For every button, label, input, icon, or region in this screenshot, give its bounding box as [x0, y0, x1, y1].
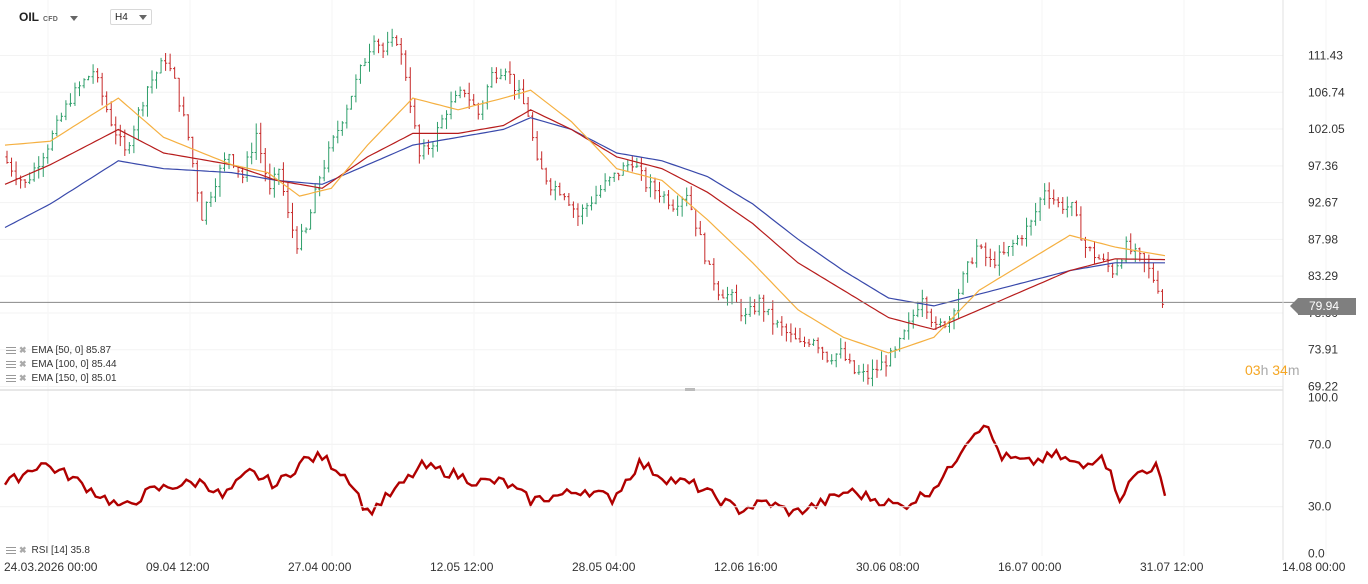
- time-tick-label: 09.04 12:00: [146, 560, 210, 574]
- time-tick-label: 12.05 12:00: [430, 560, 494, 574]
- ema-100-line: [4, 109, 1166, 331]
- countdown-hours: 03: [1245, 362, 1261, 378]
- price-tick-label: 83.29: [1308, 269, 1338, 283]
- rsi-tick-label: 30.0: [1308, 500, 1332, 514]
- price-tick-label: 106.74: [1308, 85, 1345, 99]
- time-tick-label: 30.06 08:00: [856, 560, 920, 574]
- price-tick-label: 87.98: [1308, 232, 1338, 246]
- time-tick-label: 16.07 00:00: [998, 560, 1062, 574]
- ema-150-line: [4, 117, 1165, 307]
- time-axis: 24.03.2026 00:00 09.04 12:00 27.04 00:00 12…: [4, 560, 1346, 574]
- indicator-legend-ema-50: ✖ EMA [50, 0] 85.87: [6, 345, 111, 356]
- ema-150-label: EMA [150, 0] 85.01: [31, 373, 117, 384]
- rsi-tick-label: 70.0: [1308, 437, 1332, 451]
- countdown-hours-unit: h: [1260, 362, 1269, 378]
- settings-icon[interactable]: [6, 546, 16, 555]
- time-tick-label: 27.04 00:00: [288, 560, 352, 574]
- time-tick-label: 31.07 12:00: [1140, 560, 1204, 574]
- chevron-down-icon: [70, 16, 78, 21]
- chevron-down-icon: [139, 15, 147, 20]
- rsi-axis: 100.0 70.0 30.0 0.0: [0, 391, 1338, 561]
- settings-icon[interactable]: [6, 374, 16, 383]
- close-icon[interactable]: ✖: [19, 359, 27, 369]
- current-price-label: 79.94: [1290, 298, 1356, 315]
- price-tick-label: 97.36: [1308, 159, 1338, 173]
- pane-resize-handle[interactable]: [685, 388, 695, 391]
- close-icon[interactable]: ✖: [19, 545, 27, 555]
- price-tick-label: 92.67: [1308, 196, 1338, 210]
- ema-50-label: EMA [50, 0] 85.87: [31, 345, 112, 356]
- time-tick-label: 24.03.2026 00:00: [4, 560, 98, 574]
- time-tick-label: 14.08 00:00: [1282, 560, 1346, 574]
- symbol-selector[interactable]: OIL CFD: [19, 10, 78, 24]
- price-tick-label: 102.05: [1308, 122, 1345, 136]
- rsi-line: [3, 424, 1167, 518]
- rsi-tick-label: 0.0: [1308, 547, 1325, 561]
- chart-header: OIL CFD H4: [0, 0, 1368, 28]
- settings-icon[interactable]: [6, 360, 16, 369]
- close-icon[interactable]: ✖: [19, 345, 27, 355]
- rsi-tick-label: 100.0: [1308, 391, 1338, 405]
- countdown-minutes: 34: [1272, 362, 1288, 378]
- ema-50-line: [4, 89, 1166, 354]
- ema-100-label: EMA [100, 0] 85.44: [31, 359, 117, 370]
- price-tick-label: 69.22: [1308, 380, 1338, 394]
- candle-countdown: 03h 34m: [1245, 362, 1300, 378]
- settings-icon[interactable]: [6, 346, 16, 355]
- price-candles: [5, 28, 1165, 387]
- timeframe-value: H4: [115, 12, 128, 23]
- countdown-minutes-unit: m: [1287, 362, 1300, 378]
- price-axis: 111.43106.74102.0597.3692.6787.9883.2978…: [1308, 49, 1345, 394]
- price-tick-label: 73.91: [1308, 343, 1338, 357]
- time-tick-label: 28.05 04:00: [572, 560, 636, 574]
- indicator-legend-ema-150: ✖ EMA [150, 0] 85.01: [6, 373, 117, 384]
- indicator-legend-ema-100: ✖ EMA [100, 0] 85.44: [6, 359, 117, 370]
- close-icon[interactable]: ✖: [19, 373, 27, 383]
- rsi-label: RSI [14] 35.8: [31, 545, 90, 556]
- grid: [0, 55, 1283, 387]
- symbol-name: OIL: [19, 10, 39, 24]
- time-tick-label: 12.06 16:00: [714, 560, 778, 574]
- indicator-legend-rsi: ✖ RSI [14] 35.8: [6, 545, 90, 556]
- timeframe-selector[interactable]: H4: [110, 9, 152, 25]
- price-tick-label: 111.43: [1308, 49, 1343, 63]
- symbol-type: CFD: [43, 16, 58, 23]
